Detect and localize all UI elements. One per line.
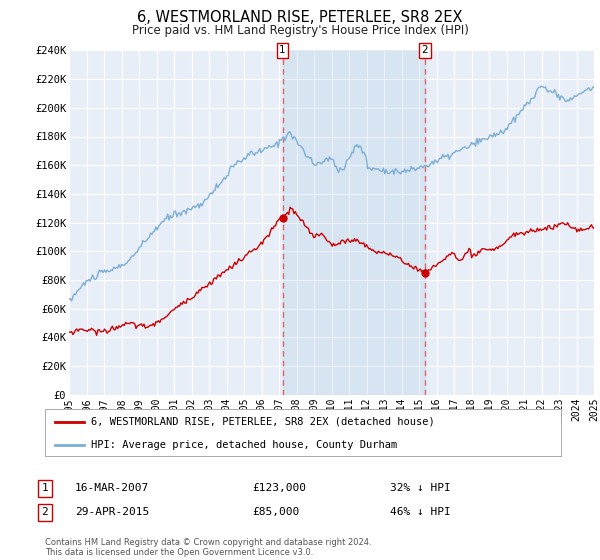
Text: 6, WESTMORLAND RISE, PETERLEE, SR8 2EX (detached house): 6, WESTMORLAND RISE, PETERLEE, SR8 2EX (… <box>91 417 435 427</box>
Text: Contains HM Land Registry data © Crown copyright and database right 2024.
This d: Contains HM Land Registry data © Crown c… <box>45 538 371 557</box>
Text: HPI: Average price, detached house, County Durham: HPI: Average price, detached house, Coun… <box>91 440 398 450</box>
Text: 1: 1 <box>279 45 286 55</box>
Text: 29-APR-2015: 29-APR-2015 <box>75 507 149 517</box>
Text: 1: 1 <box>41 483 49 493</box>
Text: 46% ↓ HPI: 46% ↓ HPI <box>390 507 451 517</box>
Text: 16-MAR-2007: 16-MAR-2007 <box>75 483 149 493</box>
Text: 6, WESTMORLAND RISE, PETERLEE, SR8 2EX: 6, WESTMORLAND RISE, PETERLEE, SR8 2EX <box>137 10 463 25</box>
Text: Price paid vs. HM Land Registry's House Price Index (HPI): Price paid vs. HM Land Registry's House … <box>131 24 469 36</box>
Bar <box>283 50 425 395</box>
Text: 2: 2 <box>421 45 428 55</box>
Text: £85,000: £85,000 <box>252 507 299 517</box>
Text: 2: 2 <box>41 507 49 517</box>
Text: 32% ↓ HPI: 32% ↓ HPI <box>390 483 451 493</box>
Text: £123,000: £123,000 <box>252 483 306 493</box>
